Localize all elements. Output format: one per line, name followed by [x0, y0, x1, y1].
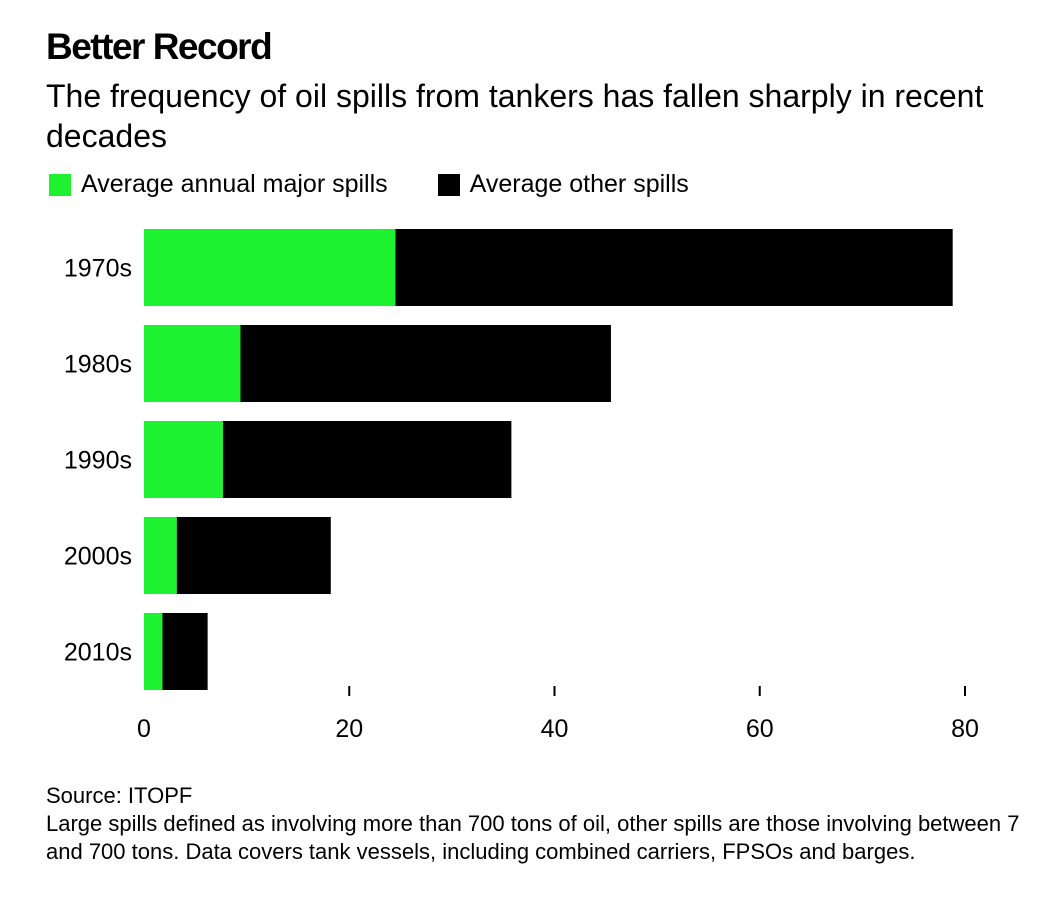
bar-chart: 1970s 1980s 1990s 2000s 2010s 0 20 40 60 80	[64, 229, 979, 743]
legend-item-major: Average annual major spills	[49, 170, 388, 199]
x-tick-label-20: 20	[335, 715, 363, 743]
legend-label-major: Average annual major spills	[81, 170, 388, 198]
source-text: Source: ITOPF	[46, 783, 193, 808]
bar-other-2010s	[162, 613, 208, 690]
chart-notes: Source: ITOPF Large spills defined as in…	[46, 782, 1036, 866]
legend-item-other: Average other spills	[437, 170, 689, 199]
bar-other-1980s	[240, 325, 611, 402]
bar-other-1990s	[223, 421, 512, 498]
bar-major-1970s	[144, 229, 396, 306]
bar-major-2000s	[144, 517, 177, 594]
x-tick-label-0: 0	[137, 715, 151, 743]
bar-other-2000s	[176, 517, 331, 594]
legend-label-other: Average other spills	[469, 170, 689, 198]
x-tick-label-80: 80	[951, 715, 979, 743]
x-tick-label-60: 60	[746, 715, 774, 743]
bar-major-1980s	[144, 325, 241, 402]
y-tick-label-2000s: 2000s	[64, 543, 132, 571]
legend-swatch-other	[437, 173, 460, 196]
bar-major-2010s	[144, 613, 163, 690]
chart-subtitle: The frequency of oil spills from tankers…	[46, 78, 984, 154]
bar-other-1970s	[395, 229, 953, 306]
chart-title: Better Record	[46, 26, 273, 67]
y-tick-label-1990s: 1990s	[64, 447, 132, 475]
y-tick-label-2010s: 2010s	[64, 639, 132, 667]
bar-major-1990s	[144, 421, 224, 498]
y-tick-label-1970s: 1970s	[64, 255, 132, 283]
footnote-text: Large spills defined as involving more t…	[46, 811, 1020, 864]
legend-swatch-major	[49, 173, 71, 196]
x-tick-label-40: 40	[541, 715, 569, 743]
y-tick-label-1980s: 1980s	[64, 351, 132, 379]
legend: Average annual major spills Average othe…	[49, 170, 739, 199]
